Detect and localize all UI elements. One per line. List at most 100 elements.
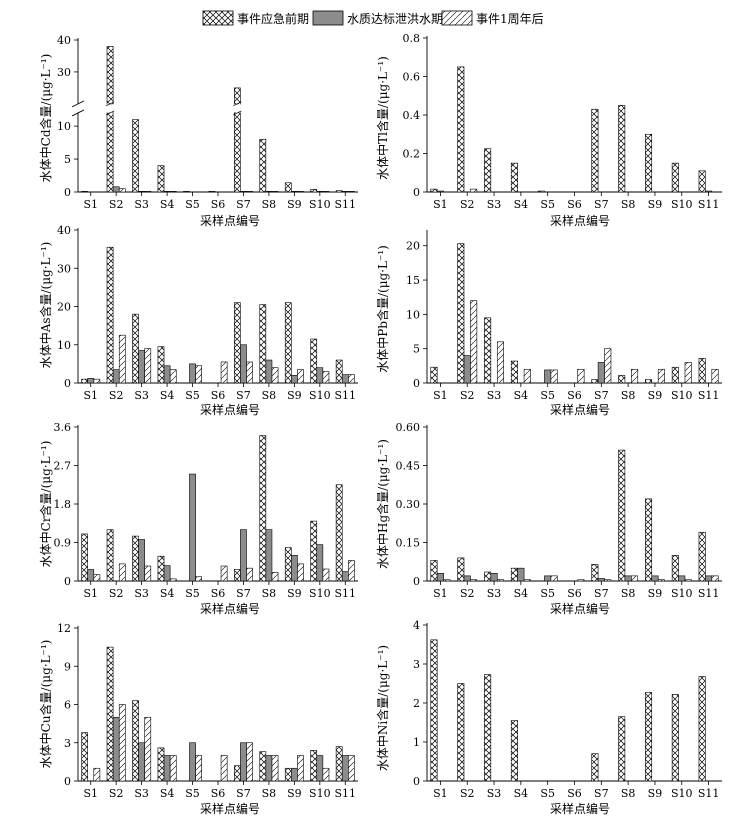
bar-cd-s5-pre — [183, 191, 190, 193]
panel-cd-break-mark — [71, 100, 85, 108]
panel-ni-xtick-label: S1 — [433, 787, 448, 800]
panel-as-xtick-label: S3 — [134, 389, 149, 402]
panel-pb-ytick-label: 10 — [406, 308, 420, 321]
panel-as-ytick-label: 40 — [57, 224, 71, 237]
panel-tl-xtick-label: S6 — [567, 198, 582, 211]
bar-cu-s7-flood — [240, 742, 247, 782]
bar-cr-s8-flood — [265, 529, 273, 582]
panel-cd-ytick-label: 5 — [64, 153, 71, 166]
panel-hg: 水体中Hg含量/(μg·L⁻¹) 采样点编号 0 0.15 0.30 0.45 0.60… — [375, 421, 722, 616]
panel-tl-xtick-label: S4 — [514, 198, 529, 211]
bar-cr-s5-year — [195, 576, 203, 582]
bar-pb-s3-year — [496, 341, 505, 384]
panel-pb-ytick-label: 5 — [413, 343, 420, 356]
bar-cu-s10-flood — [316, 755, 324, 782]
bar-hg-s7-year — [604, 579, 612, 582]
panel-pb-xtick-label: S1 — [433, 389, 448, 402]
panel-cu-xtick-label: S10 — [309, 787, 331, 800]
panel-tl-xtick-label: S1 — [433, 198, 448, 211]
panel-as-xtick-label: S7 — [236, 389, 251, 402]
bar-cd-s2-pre — [106, 46, 114, 193]
panel-pb-xtick-label: S8 — [621, 389, 636, 402]
panel-pb-xtick-label: S6 — [567, 389, 582, 402]
panel-as-xtick-label: S11 — [334, 389, 356, 402]
panel-as-xtick-label: S10 — [309, 389, 331, 402]
bar-cd-s3-pre — [132, 119, 139, 193]
panel-pb-xlabel: 采样点编号 — [550, 402, 610, 417]
bar-ni-s8-pre — [618, 716, 626, 782]
bar-pb-s9-year — [657, 368, 665, 384]
panel-cr-xlabel: 采样点编号 — [200, 601, 260, 616]
bar-pb-s5-year — [550, 369, 558, 384]
panel-tl-ytick-label: 0.8 — [403, 32, 421, 45]
panel-as-xtick-label: S8 — [262, 389, 277, 402]
bar-cd-break-gap — [233, 104, 242, 113]
bar-cr-s7-pre — [233, 569, 241, 582]
panel-cd-ytick-label: 30 — [57, 66, 71, 79]
panel-cu-xtick-label: S4 — [160, 787, 175, 800]
panel-as-ytick-label: 30 — [57, 262, 71, 275]
bar-hg-s4-flood — [517, 567, 525, 582]
panel-hg-xtick-label: S7 — [594, 587, 609, 600]
bar-tl-s1-pre — [430, 188, 438, 193]
bar-as-s11-pre — [335, 359, 343, 384]
bar-cu-s8-pre — [259, 751, 267, 782]
panel-ni-ytick-label: 4 — [413, 619, 420, 632]
panel-cr: 水体中Cr含量/(μg·L⁻¹) 采样点编号 0 0.9 1.8 2.7 3.6 S1 S2… — [38, 421, 358, 616]
bar-cd-s9-year — [297, 191, 304, 193]
bar-cr-s4-pre — [157, 555, 165, 582]
bar-cd-s9-pre — [284, 182, 292, 193]
legend-swatch-solid — [312, 10, 344, 26]
bar-hg-s9-year — [657, 579, 665, 582]
legend-swatch-crosshatch — [202, 10, 234, 26]
bar-as-s7-pre — [233, 302, 241, 384]
panel-cd-ytick-label: 40 — [57, 34, 71, 47]
bar-as-s9-flood — [291, 375, 298, 384]
panel-pb-ytick-label: 20 — [406, 240, 420, 253]
panel-cr-xtick-label: S11 — [334, 587, 356, 600]
bar-as-s2-flood — [112, 369, 120, 384]
panel-as-ytick-label: 20 — [57, 301, 71, 314]
bar-cu-s10-year — [322, 767, 330, 782]
bar-hg-s11-pre — [698, 531, 706, 582]
bar-cu-s4-year — [169, 755, 177, 782]
bar-cr-s4-year — [169, 578, 177, 582]
panel-ni-xtick-label: S2 — [460, 787, 475, 800]
bar-cr-s7-flood — [240, 529, 247, 582]
panel-tl-xlabel: 采样点编号 — [550, 213, 610, 228]
legend-swatch-diagonal — [441, 10, 473, 26]
panel-cu-xtick-label: S3 — [134, 787, 149, 800]
bar-cr-s1-year — [93, 574, 101, 582]
bar-hg-s7-pre — [591, 564, 599, 582]
panel-pb-ylabel: 水体中Pb含量/(μg·L⁻¹) — [375, 245, 390, 373]
bar-cd-s8-flood — [265, 191, 273, 193]
bar-cd-break-mark — [233, 101, 242, 107]
panel-ni-xtick-label: S5 — [540, 787, 555, 800]
bar-as-s9-pre — [284, 302, 292, 384]
bar-cd-s6-pre — [208, 191, 216, 193]
panel-cd-ytick-label: 10 — [57, 120, 71, 133]
bar-tl-s4-pre — [510, 162, 518, 193]
bar-cu-s6-year — [220, 755, 228, 782]
panel-cu-ytick-label: 0 — [64, 775, 71, 788]
panel-cr-xtick-label: S10 — [309, 587, 331, 600]
bar-tl-s10-pre — [671, 162, 679, 193]
bar-as-s7-flood — [240, 344, 247, 384]
bar-cu-s7-pre — [233, 765, 241, 782]
bar-cd-s11-year — [348, 191, 355, 193]
bar-pb-s7-year — [604, 348, 612, 384]
bar-pb-s7-pre — [591, 379, 599, 384]
bar-cd-s9-flood — [291, 191, 298, 193]
panel-cr-xtick-label: S6 — [211, 587, 226, 600]
bar-ni-s9-pre — [644, 692, 653, 782]
panel-cu-ylabel: 水体中Cu含量/(μg·L⁻¹) — [38, 640, 53, 769]
panel-cr-ytick-label: 3.6 — [54, 421, 72, 434]
panel-ni-ytick-label: 0 — [413, 775, 420, 788]
bar-cu-s3-flood — [138, 742, 145, 782]
bar-as-s11-year — [348, 374, 355, 384]
panel-cd-xtick-label: S3 — [134, 198, 149, 211]
panel-tl-xtick-label: S2 — [460, 198, 475, 211]
panel-hg-xtick-label: S3 — [487, 587, 502, 600]
panel-hg-ytick-label: 0.15 — [396, 537, 421, 550]
legend-label-pre: 事件应急前期 — [237, 11, 309, 26]
